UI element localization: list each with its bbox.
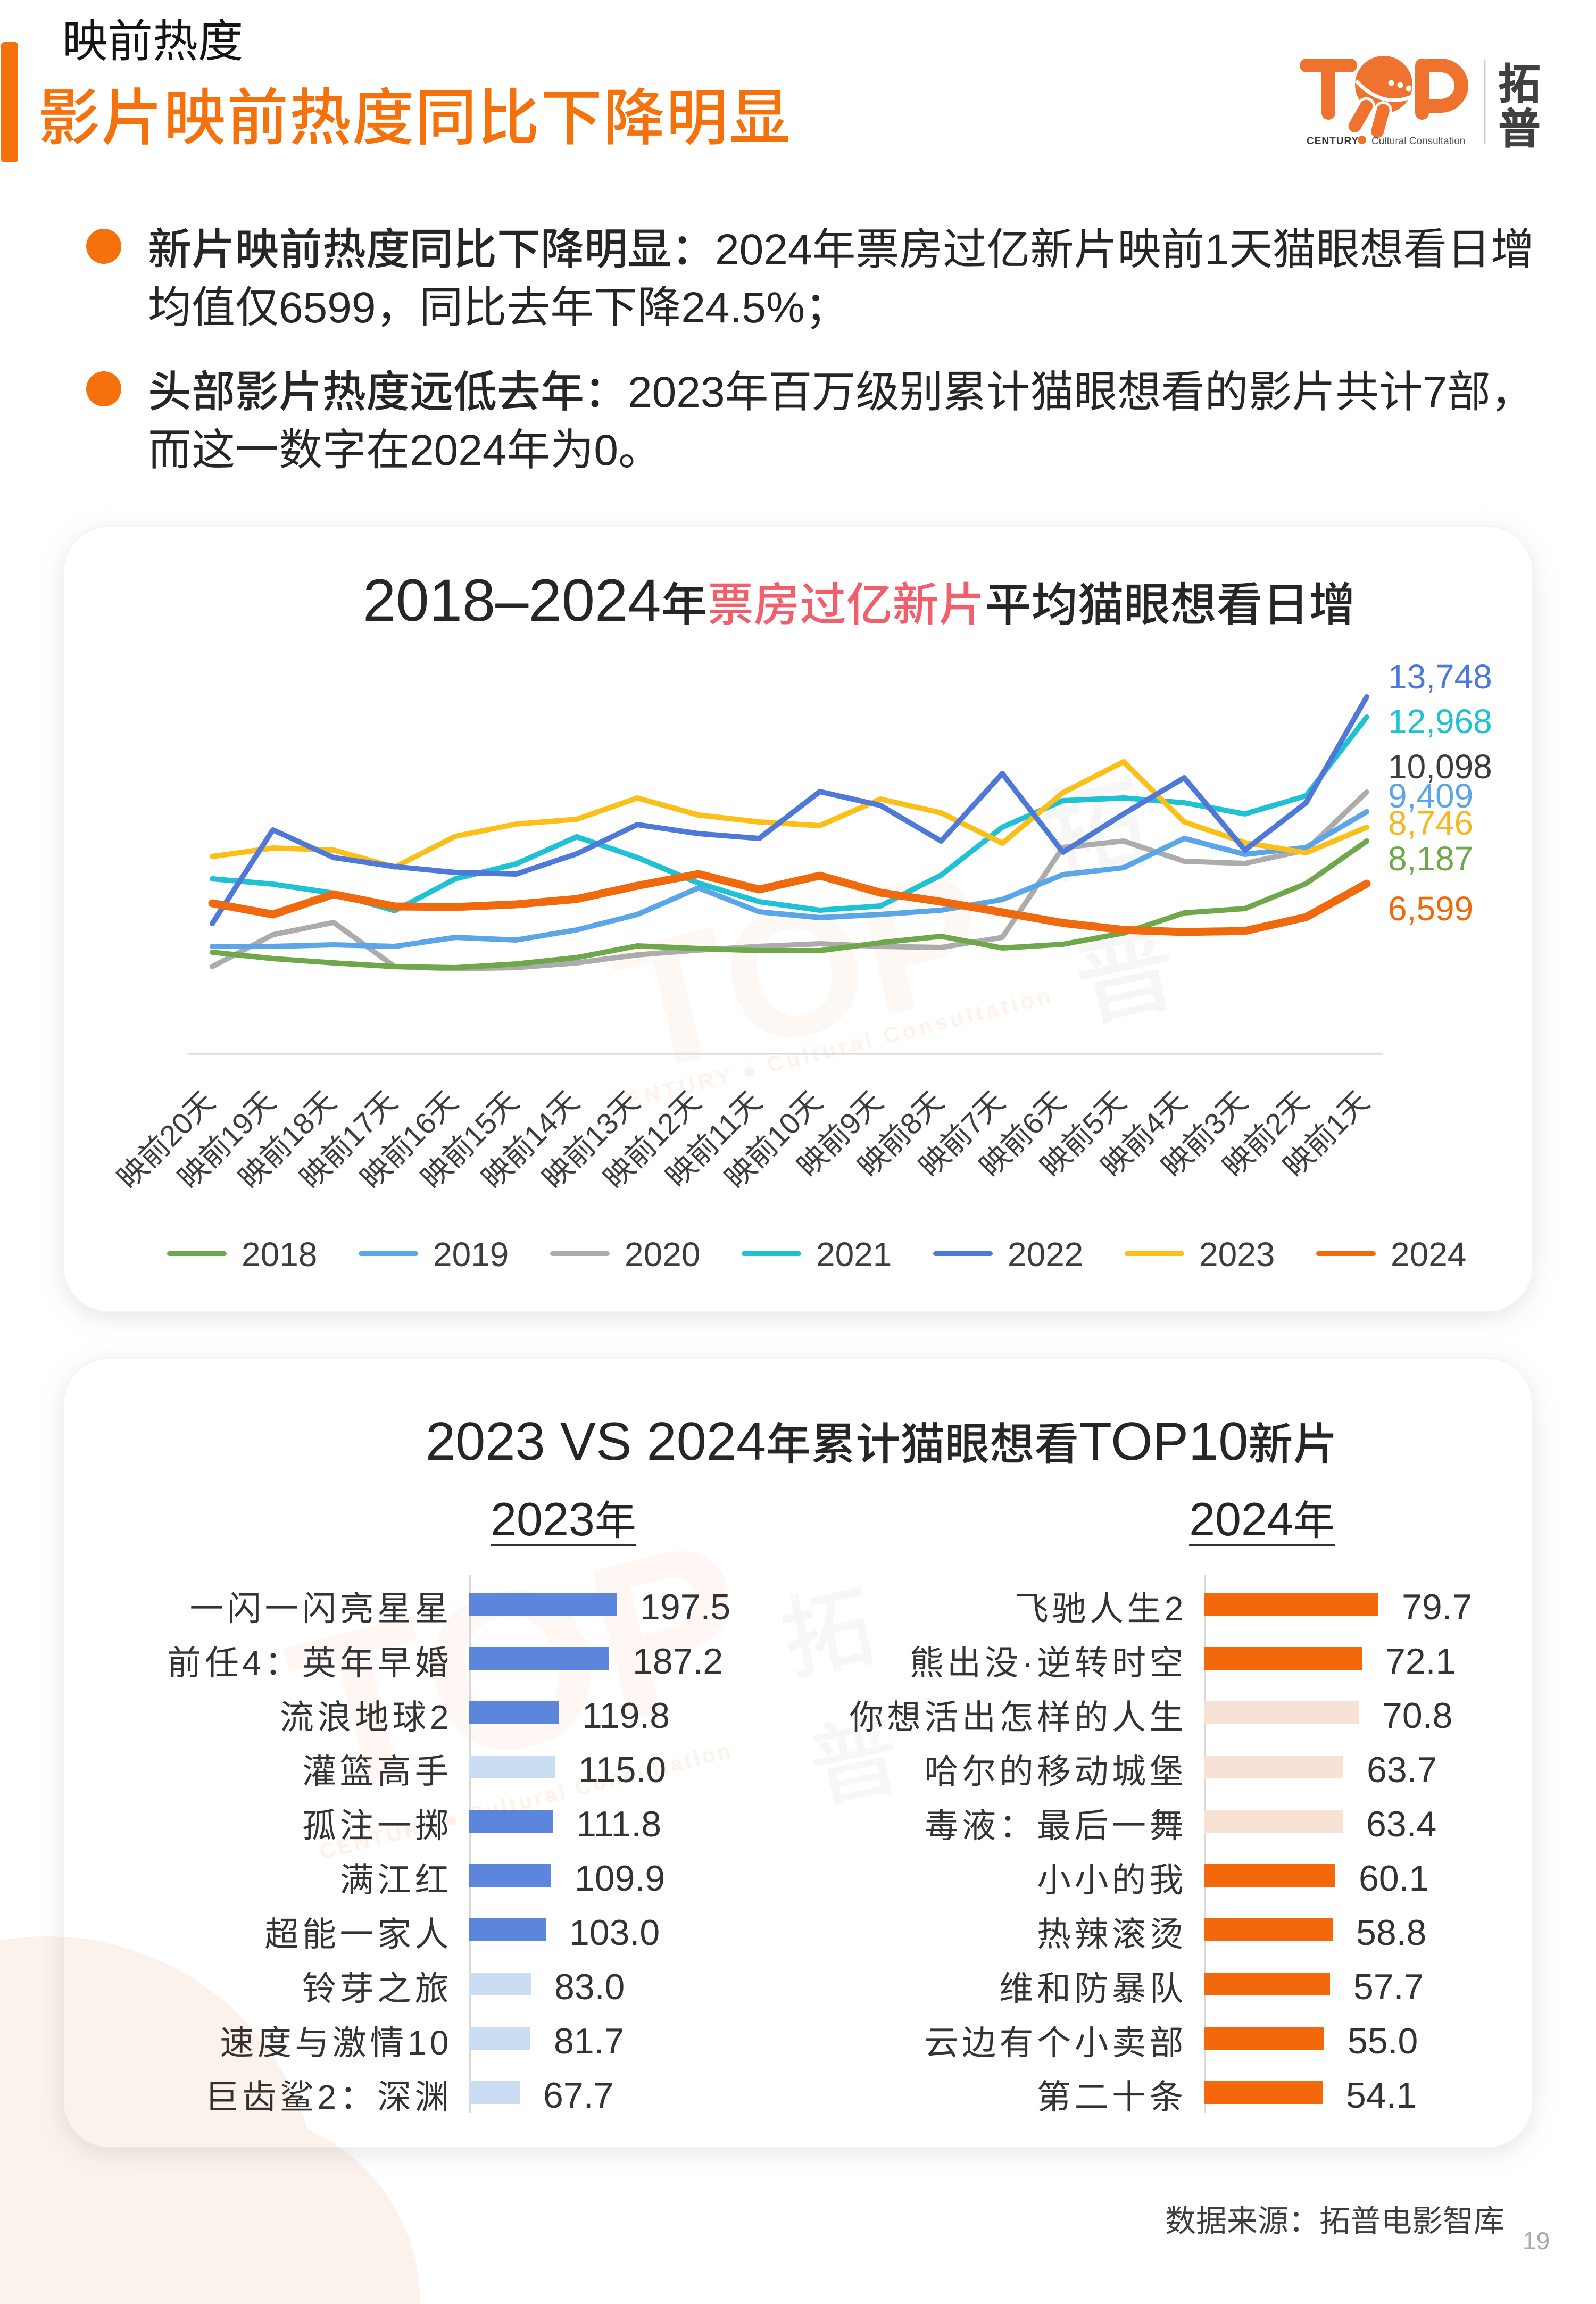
svg-text:CENTURY: CENTURY <box>1307 136 1359 147</box>
svg-text:12,968: 12,968 <box>1388 702 1492 741</box>
svg-text:2019: 2019 <box>433 1235 509 1274</box>
svg-text:2024: 2024 <box>1391 1235 1466 1274</box>
svg-text:8,746: 8,746 <box>1388 804 1473 842</box>
svg-text:普: 普 <box>1498 105 1541 153</box>
svg-text:Cultural Consultation: Cultural Consultation <box>1371 136 1465 147</box>
svg-text:8,187: 8,187 <box>1388 839 1473 878</box>
svg-text:2020: 2020 <box>625 1235 700 1274</box>
svg-text:13,748: 13,748 <box>1388 658 1492 696</box>
svg-text:2023: 2023 <box>1199 1235 1275 1274</box>
svg-text:6,599: 6,599 <box>1388 889 1473 928</box>
svg-text:2021: 2021 <box>816 1235 892 1274</box>
svg-text:2018: 2018 <box>242 1235 317 1274</box>
svg-text:拓: 拓 <box>1498 61 1541 108</box>
svg-text:9,409: 9,409 <box>1388 777 1473 815</box>
svg-text:10,098: 10,098 <box>1388 747 1492 786</box>
svg-text:2022: 2022 <box>1008 1235 1083 1274</box>
